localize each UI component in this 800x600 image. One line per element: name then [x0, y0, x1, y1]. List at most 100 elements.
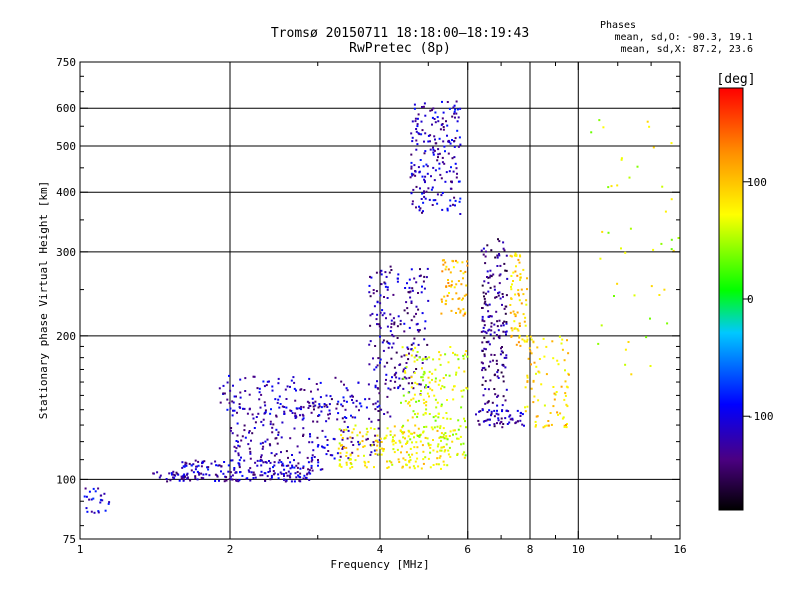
- echo-point: [318, 414, 321, 417]
- echo-point: [184, 475, 186, 478]
- echo-point: [493, 374, 496, 377]
- echo-point: [271, 385, 274, 388]
- echo-point: [447, 453, 450, 456]
- echo-point: [375, 318, 378, 321]
- echo-point: [316, 436, 319, 439]
- echo-point: [277, 473, 280, 476]
- echo-point: [232, 401, 235, 404]
- echo-point: [382, 349, 385, 352]
- x-tick-label: 8: [527, 543, 534, 556]
- echo-point: [362, 445, 365, 448]
- echo-point: [269, 470, 271, 473]
- echo-point: [194, 475, 197, 478]
- echo-point: [421, 285, 423, 288]
- echo-point: [402, 394, 405, 397]
- echo-point: [183, 465, 186, 468]
- echo-point: [410, 386, 413, 389]
- echo-point: [259, 458, 262, 461]
- echo-point: [398, 461, 401, 463]
- echo-point: [445, 120, 447, 123]
- echo-point: [381, 341, 384, 344]
- echo-point: [427, 140, 430, 143]
- echo-point: [462, 314, 465, 317]
- echo-point: [495, 334, 498, 336]
- echo-point: [307, 468, 310, 471]
- echo-point: [410, 354, 413, 357]
- echo-point: [385, 378, 387, 381]
- echo-point: [355, 399, 358, 402]
- echo-point: [275, 428, 278, 431]
- echo-point: [447, 140, 450, 143]
- echo-point: [455, 283, 458, 286]
- echo-point: [492, 273, 495, 276]
- echo-point: [388, 342, 391, 345]
- echo-point: [620, 158, 623, 161]
- echo-point: [393, 451, 396, 454]
- y-tick-label: 200: [56, 330, 76, 343]
- echo-point: [397, 273, 400, 276]
- echo-point: [232, 384, 234, 387]
- echo-point: [252, 473, 255, 476]
- echo-point: [424, 357, 427, 360]
- echo-point: [412, 387, 415, 390]
- echo-point: [457, 437, 460, 440]
- echo-point: [422, 430, 425, 433]
- echo-point: [483, 302, 486, 305]
- echo-point: [346, 426, 349, 429]
- echo-point: [217, 464, 220, 467]
- echo-point: [515, 265, 517, 268]
- echo-point: [386, 340, 389, 343]
- echo-point: [264, 411, 267, 414]
- echo-point: [437, 463, 440, 466]
- echo-point: [324, 435, 327, 438]
- echo-point: [231, 474, 234, 477]
- echo-point: [488, 328, 491, 331]
- echo-point: [415, 312, 417, 315]
- echo-point: [373, 449, 376, 452]
- echo-point: [462, 272, 465, 275]
- x-tick-label: 2: [227, 543, 234, 556]
- echo-point: [421, 192, 424, 195]
- echo-point: [189, 479, 192, 482]
- echo-point: [514, 252, 517, 255]
- echo-point: [310, 464, 313, 467]
- echo-point: [407, 291, 410, 294]
- echo-point: [437, 416, 440, 419]
- echo-point: [351, 431, 354, 434]
- echo-point: [518, 294, 520, 297]
- echo-point: [482, 330, 485, 333]
- echo-point: [83, 495, 86, 498]
- echo-point: [241, 435, 244, 438]
- echo-point: [428, 370, 431, 373]
- echo-point: [390, 326, 393, 329]
- echo-point: [365, 433, 368, 436]
- echo-point: [424, 386, 427, 389]
- echo-point: [391, 440, 394, 443]
- echo-point: [354, 459, 357, 462]
- echo-point: [542, 337, 545, 340]
- echo-point: [317, 415, 320, 417]
- echo-point: [493, 288, 496, 291]
- echo-point: [460, 283, 463, 286]
- echo-point: [443, 386, 446, 389]
- echo-point: [503, 307, 506, 310]
- echo-point: [198, 473, 201, 476]
- echo-point: [440, 123, 443, 126]
- echo-point: [447, 282, 450, 284]
- echo-point: [423, 191, 425, 194]
- echo-point: [411, 136, 414, 139]
- echo-point: [502, 324, 505, 327]
- echo-point: [431, 389, 434, 392]
- echo-point: [440, 194, 443, 197]
- echo-point: [307, 461, 310, 464]
- echo-point: [374, 453, 377, 455]
- echo-point: [489, 333, 492, 336]
- echo-point: [340, 434, 343, 437]
- echo-point: [238, 459, 241, 462]
- echo-point: [453, 196, 456, 199]
- echo-point: [266, 380, 269, 383]
- echo-point: [313, 408, 315, 411]
- echo-point: [545, 373, 548, 376]
- echo-point: [481, 350, 484, 352]
- echo-point: [431, 378, 433, 381]
